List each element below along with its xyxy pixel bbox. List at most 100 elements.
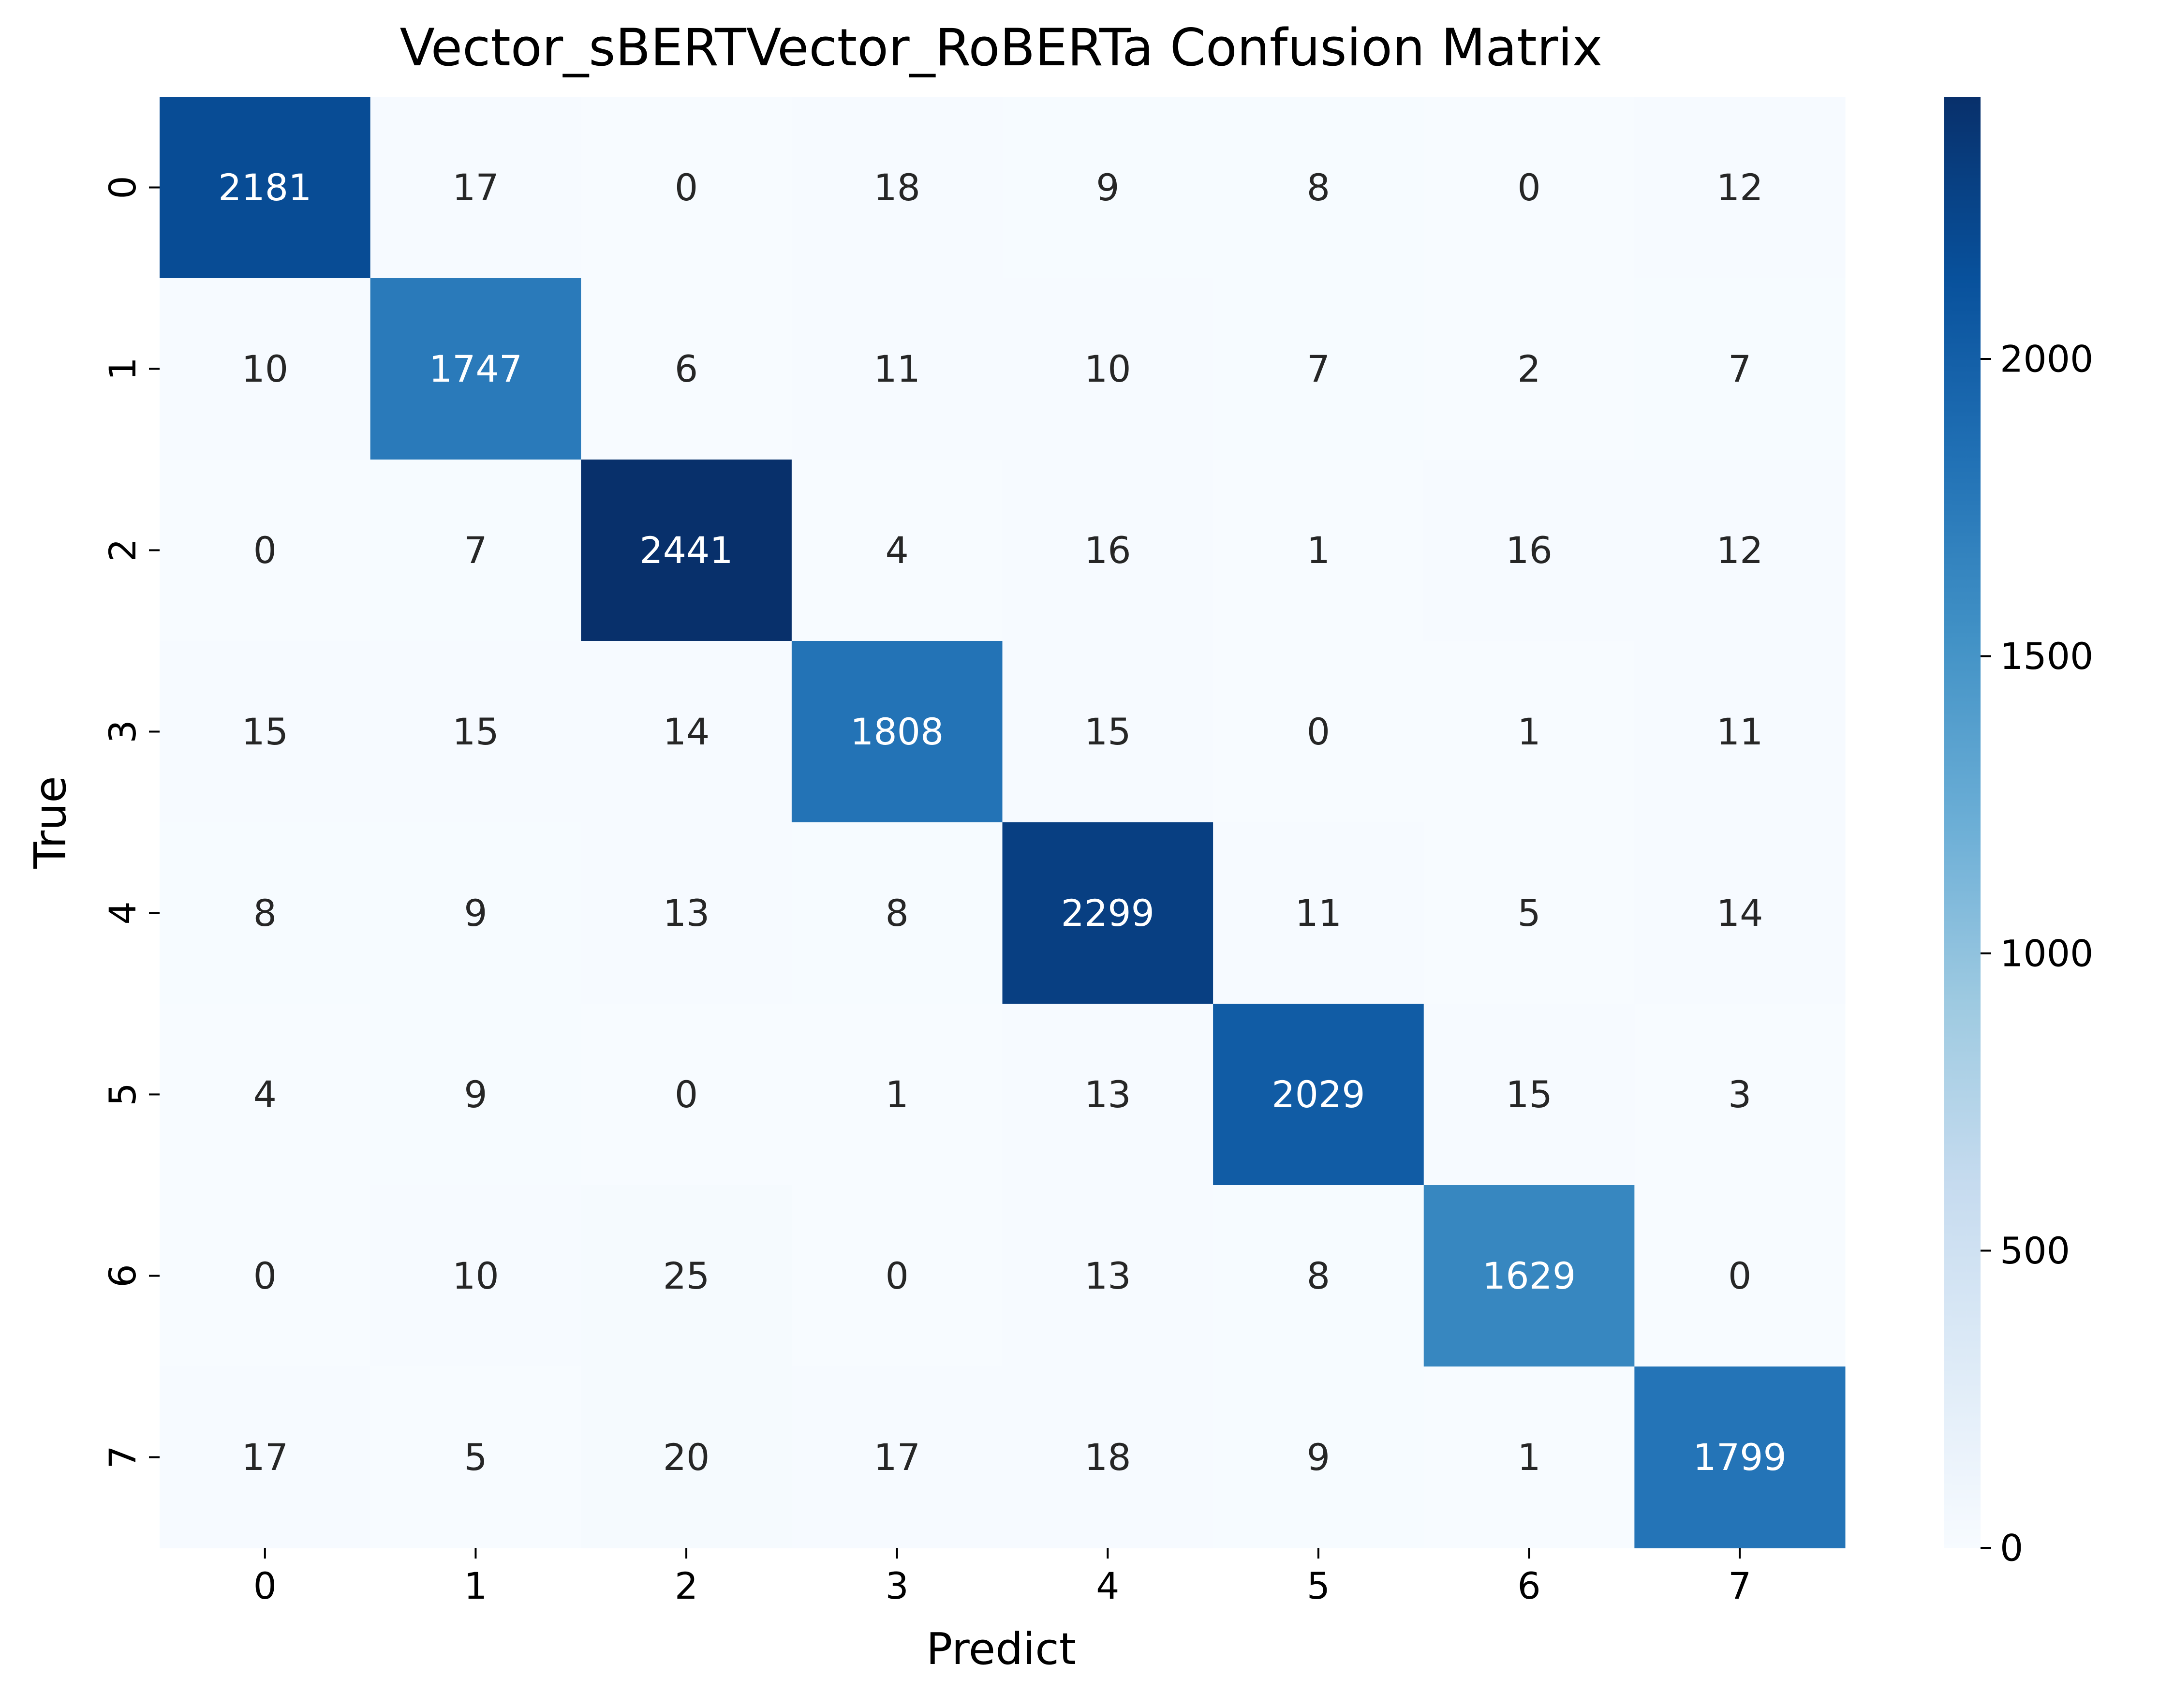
heatmap-cell <box>1002 1185 1213 1367</box>
heatmap-cell <box>1213 822 1424 1004</box>
heatmap-cell <box>160 1366 371 1548</box>
cell-value-label: 1 <box>886 1073 909 1116</box>
y-tick-label: 6 <box>101 1264 144 1287</box>
x-tick-label: 3 <box>886 1564 909 1607</box>
colorbar-tick-label: 1500 <box>2000 635 2093 678</box>
cell-value-label: 8 <box>1307 1254 1330 1297</box>
heatmap-cell <box>581 1366 792 1548</box>
cell-value-label: 12 <box>1716 166 1763 209</box>
cell-value-label: 15 <box>452 710 499 753</box>
cell-value-label: 0 <box>1307 710 1330 753</box>
cell-value-label: 0 <box>675 1073 698 1116</box>
heatmap-axes: 0 1 2 3 4 5 6 7 0 1 2 3 4 5 6 7 <box>101 176 1751 1607</box>
cell-value-label: 11 <box>873 347 920 390</box>
cell-value-label: 17 <box>452 166 499 209</box>
cell-value-label: 10 <box>1084 347 1131 390</box>
cell-value-label: 0 <box>253 529 277 572</box>
heatmap-cell <box>1423 1366 1635 1548</box>
cell-value-label: 17 <box>241 1436 288 1479</box>
cell-value-label: 18 <box>1084 1436 1131 1479</box>
heatmap-cell <box>791 278 1003 460</box>
cell-value-label: 4 <box>886 529 909 572</box>
cell-value-label: 1 <box>1517 1436 1540 1479</box>
heatmap-cell <box>370 1004 581 1186</box>
heatmap-cell <box>370 1366 581 1548</box>
x-tick-label: 5 <box>1307 1564 1330 1607</box>
heatmap-cell <box>1634 97 1846 279</box>
cell-value-label: 5 <box>464 1436 487 1479</box>
heatmap-cell <box>1213 97 1424 279</box>
heatmap-cell <box>1423 1185 1635 1367</box>
x-tick-label: 2 <box>675 1564 698 1607</box>
cell-value-label: 13 <box>1084 1254 1131 1297</box>
colorbar: 0 500 1000 1500 2000 <box>1944 97 2093 1570</box>
x-tick-label: 6 <box>1517 1564 1540 1607</box>
heatmap-cell <box>1213 460 1424 641</box>
x-tick-label: 1 <box>464 1564 487 1607</box>
heatmap-cell <box>1634 460 1846 641</box>
heatmap-cell <box>1423 278 1635 460</box>
cell-value-label: 9 <box>464 1073 487 1116</box>
heatmap-cell <box>581 278 792 460</box>
cell-value-label: 1747 <box>429 347 522 390</box>
cell-value-label: 1 <box>1307 529 1330 572</box>
cell-value-label: 2029 <box>1272 1073 1365 1116</box>
heatmap-cell <box>581 641 792 823</box>
heatmap-cell <box>791 1004 1003 1186</box>
cell-value-label: 1799 <box>1693 1436 1786 1479</box>
chart-title: Vector_sBERTVector_RoBERTa Confusion Mat… <box>399 18 1602 77</box>
heatmap-cell <box>581 460 792 641</box>
cell-value-label: 17 <box>873 1436 920 1479</box>
heatmap-cell <box>1002 460 1213 641</box>
cell-value-label: 2181 <box>218 166 311 209</box>
heatmap-cell <box>370 822 581 1004</box>
cell-value-label: 6 <box>675 347 698 390</box>
cell-value-label: 16 <box>1084 529 1131 572</box>
heatmap-cell <box>1213 1004 1424 1186</box>
y-tick-label: 4 <box>101 901 144 924</box>
heatmap-cell <box>370 278 581 460</box>
x-tick-label: 0 <box>253 1564 277 1607</box>
cell-value-label: 1808 <box>850 710 944 753</box>
colorbar-tick-label: 1000 <box>2000 932 2093 975</box>
heatmap-cell <box>581 1185 792 1367</box>
cell-value-label: 3 <box>1728 1073 1751 1116</box>
heatmap-cell <box>1423 460 1635 641</box>
heatmap-cell <box>791 97 1003 279</box>
cell-value-label: 0 <box>886 1254 909 1297</box>
heatmap-cell <box>1634 1004 1846 1186</box>
cell-value-label: 1 <box>1517 710 1540 753</box>
heatmap-cell <box>1213 1366 1424 1548</box>
heatmap-cell <box>581 1004 792 1186</box>
heatmap-cell <box>581 822 792 1004</box>
x-tick-label: 4 <box>1096 1564 1119 1607</box>
cell-value-label: 15 <box>241 710 288 753</box>
heatmap-cell <box>1634 1185 1846 1367</box>
cell-value-label: 4 <box>253 1073 277 1116</box>
cell-value-label: 8 <box>1307 166 1330 209</box>
cell-value-label: 0 <box>1517 166 1540 209</box>
cell-value-label: 11 <box>1295 891 1342 935</box>
cell-value-label: 9 <box>1096 166 1119 209</box>
cell-value-label: 0 <box>253 1254 277 1297</box>
cell-value-label: 13 <box>1084 1073 1131 1116</box>
cell-value-label: 7 <box>1307 347 1330 390</box>
cell-value-label: 2299 <box>1061 891 1154 935</box>
cell-value-label: 11 <box>1716 710 1763 753</box>
cell-value-label: 20 <box>663 1436 710 1479</box>
heatmap-cell <box>1634 641 1846 823</box>
y-tick-label: 0 <box>101 176 144 199</box>
heatmap-cell <box>791 460 1003 641</box>
cell-value-label: 13 <box>663 891 710 935</box>
cell-value-label: 0 <box>675 166 698 209</box>
heatmap-cell <box>1423 97 1635 279</box>
cell-value-label: 10 <box>452 1254 499 1297</box>
heatmap-cell <box>160 641 371 823</box>
y-tick-label: 5 <box>101 1083 144 1106</box>
heatmap-cell <box>791 822 1003 1004</box>
cell-value-label: 7 <box>1728 347 1751 390</box>
cell-value-label: 10 <box>241 347 288 390</box>
